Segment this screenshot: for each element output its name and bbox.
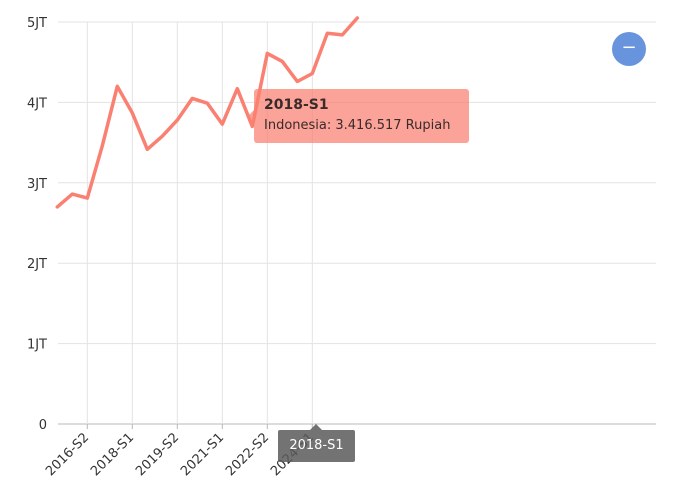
data-point[interactable] xyxy=(308,69,316,77)
y-tick-label: 0 xyxy=(39,418,47,433)
x-axis: 2016-S22018-S12019-S22021-S12022-S22024-… xyxy=(43,424,317,479)
data-point[interactable] xyxy=(353,14,361,22)
data-point[interactable] xyxy=(203,99,211,107)
data-point[interactable] xyxy=(293,77,301,85)
grid xyxy=(58,21,656,425)
x-tick-label: 2018-S1 xyxy=(88,430,137,479)
y-tick-label: 2JT xyxy=(27,257,47,272)
series-line[interactable] xyxy=(55,16,360,209)
x-tick-label: 2019-S2 xyxy=(133,430,182,479)
data-point[interactable] xyxy=(323,29,331,37)
y-axis: 0 1JT 2JT 3JT 4JT 5JT xyxy=(27,16,47,433)
data-point[interactable] xyxy=(53,203,61,211)
data-point[interactable] xyxy=(233,85,241,93)
x-axis-tooltip-label: 2018-S1 xyxy=(289,438,344,453)
x-tick-label: 2016-S2 xyxy=(43,430,92,479)
data-point[interactable] xyxy=(278,57,286,65)
y-tick-label: 1JT xyxy=(27,338,47,353)
x-tick-label: 2022-S2 xyxy=(223,430,272,479)
axis-tooltip-arrow-icon xyxy=(310,424,322,430)
data-point[interactable] xyxy=(143,145,151,153)
y-tick-label: 5JT xyxy=(27,16,47,31)
data-point[interactable] xyxy=(188,94,196,102)
data-point[interactable] xyxy=(218,120,226,128)
data-point[interactable] xyxy=(158,132,166,140)
data-point[interactable] xyxy=(263,49,271,57)
data-point[interactable] xyxy=(83,194,91,202)
data-point[interactable] xyxy=(68,190,76,198)
tooltip-value: Indonesia: 3.416.517 Rupiah xyxy=(264,118,451,133)
y-tick-label: 4JT xyxy=(27,96,47,111)
x-tick-label: 2021-S1 xyxy=(178,430,227,479)
x-axis-tooltip: 2018-S1 xyxy=(278,424,355,462)
data-point[interactable] xyxy=(113,82,121,90)
minus-icon: − xyxy=(621,37,637,58)
tooltip-title: 2018-S1 xyxy=(264,97,329,113)
series xyxy=(53,14,361,211)
data-point[interactable] xyxy=(128,109,136,117)
data-point[interactable] xyxy=(173,116,181,124)
data-tooltip: 2018-S1 Indonesia: 3.416.517 Rupiah xyxy=(248,89,469,143)
zoom-out-button[interactable]: − xyxy=(612,32,646,66)
tooltip-arrow-icon xyxy=(248,110,254,122)
data-point[interactable] xyxy=(338,31,346,39)
data-point[interactable] xyxy=(98,142,106,150)
y-tick-label: 3JT xyxy=(27,177,47,192)
